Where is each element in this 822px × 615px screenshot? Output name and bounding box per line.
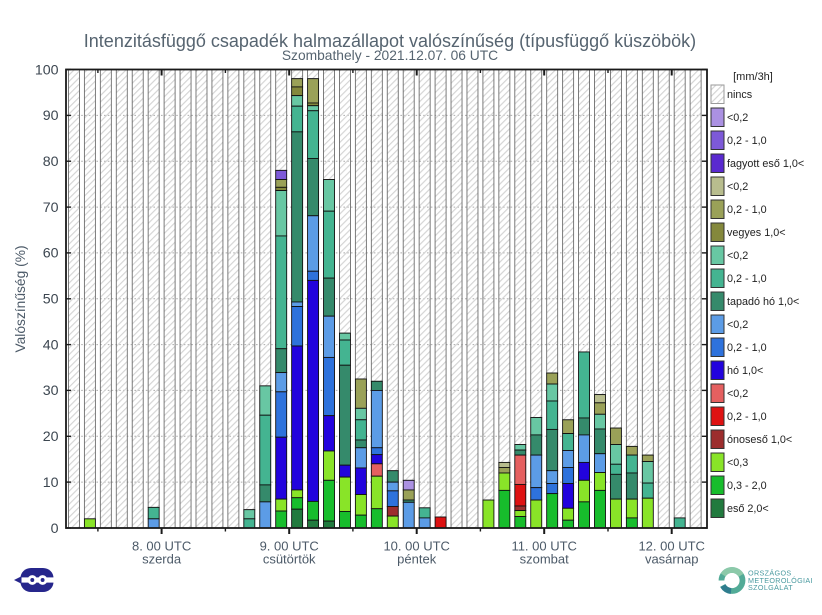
svg-text:SZOLGÁLAT: SZOLGÁLAT [748,583,793,592]
svg-text:METEOROLÓGIAI: METEOROLÓGIAI [748,576,813,585]
svg-text:péntek: péntek [397,552,437,567]
svg-text:20: 20 [43,429,59,445]
svg-text:70: 70 [43,200,59,216]
svg-text:tapadó hó 1,0<: tapadó hó 1,0< [727,296,799,308]
svg-text:0,2 - 1,0: 0,2 - 1,0 [727,411,767,423]
svg-text:ORSZÁGOS: ORSZÁGOS [748,569,792,578]
svg-text:nincs: nincs [727,89,753,101]
svg-text:12. 00 UTC: 12. 00 UTC [638,539,704,554]
svg-text:szombat: szombat [520,552,570,567]
svg-text:11. 00 UTC: 11. 00 UTC [511,539,577,554]
svg-text:10. 00 UTC: 10. 00 UTC [383,539,449,554]
svg-text:Intenzitásfüggő csapadék halma: Intenzitásfüggő csapadék halmazállapot v… [84,31,696,51]
svg-text:csütörtök: csütörtök [263,552,316,567]
svg-text:0,2 - 1,0: 0,2 - 1,0 [727,135,767,147]
svg-text:<0,2: <0,2 [727,319,748,331]
svg-text:90: 90 [43,108,59,124]
svg-text:hó 1,0<: hó 1,0< [727,365,763,377]
svg-text:eső 2,0<: eső 2,0< [727,503,769,515]
svg-text:50: 50 [43,292,59,308]
svg-text:fagyott eső 1,0<: fagyott eső 1,0< [727,158,804,170]
svg-text:Szombathely - 2021.12.07. 06 U: Szombathely - 2021.12.07. 06 UTC [282,48,498,63]
svg-text:vasárnap: vasárnap [645,552,698,567]
svg-text:vegyes 1,0<: vegyes 1,0< [727,227,786,239]
svg-text:0,2 - 1,0: 0,2 - 1,0 [727,342,767,354]
svg-text:0,2 - 1,0: 0,2 - 1,0 [727,273,767,285]
svg-text:ónoseső 1,0<: ónoseső 1,0< [727,434,792,446]
svg-text:100: 100 [35,62,59,78]
svg-text:40: 40 [43,337,59,353]
svg-text:<0,2: <0,2 [727,112,748,124]
svg-text:<0,2: <0,2 [727,250,748,262]
svg-text:Valószínűség (%): Valószínűség (%) [13,245,28,352]
svg-text:<0,2: <0,2 [727,388,748,400]
svg-text:0,2 - 1,0: 0,2 - 1,0 [727,204,767,216]
svg-text:30: 30 [43,383,59,399]
svg-text:10: 10 [43,475,59,491]
svg-text:0: 0 [51,521,59,537]
svg-text:8. 00 UTC: 8. 00 UTC [132,539,191,554]
svg-text:0,3 - 2,0: 0,3 - 2,0 [727,480,767,492]
svg-text:<0,3: <0,3 [727,457,748,469]
svg-text:9. 00 UTC: 9. 00 UTC [260,539,319,554]
svg-text:[mm/3h]: [mm/3h] [733,71,773,83]
svg-text:80: 80 [43,154,59,170]
svg-text:60: 60 [43,246,59,262]
svg-text:szerda: szerda [142,552,182,567]
svg-text:<0,2: <0,2 [727,181,748,193]
